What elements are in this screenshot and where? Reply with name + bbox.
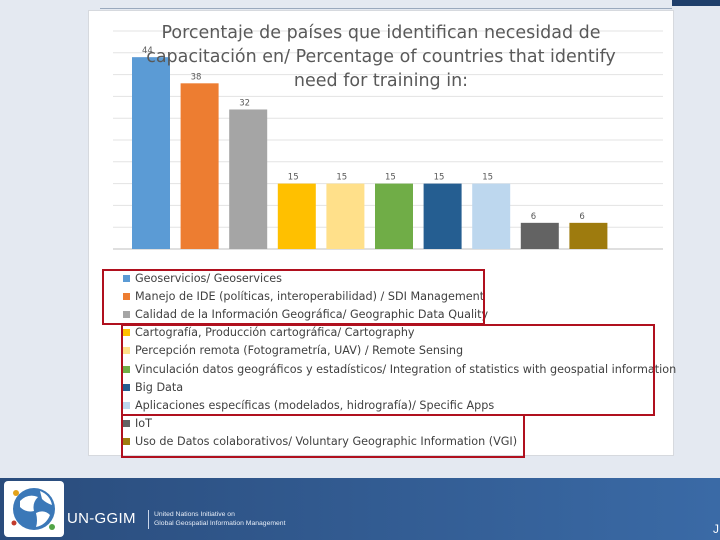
data-label: 38 (191, 72, 202, 82)
bar (326, 183, 365, 249)
data-label: 6 (531, 212, 536, 222)
footer-brand: UN-GGIM (67, 510, 136, 527)
top-right-accent (672, 0, 720, 6)
bar (569, 222, 608, 249)
legend-swatch (123, 329, 130, 337)
legend-label: Manejo de IDE (políticas, interoperabili… (135, 289, 485, 303)
legend-entry: Uso de Datos colaborativos/ Voluntary Ge… (123, 433, 663, 451)
data-label: 15 (482, 173, 493, 183)
footer-separator (148, 510, 149, 529)
top-left-band (0, 0, 88, 8)
legend-swatch (123, 274, 130, 282)
bars (132, 57, 608, 249)
legend-entry: Cartografía, Producción cartográfica/ Ca… (123, 324, 663, 342)
chart-title-line: capacitación en/ Percentage of countries… (146, 47, 616, 67)
legend-label: Aplicaciones específicas (modelados, hid… (135, 398, 495, 412)
data-label: 15 (434, 173, 445, 183)
legend-swatch (123, 292, 130, 300)
highlight-box-middle (121, 324, 655, 416)
bar (375, 183, 413, 249)
legend-entry: Aplicaciones específicas (modelados, hid… (123, 396, 663, 414)
bar-chart: 44 38 32 15 15 15 15 15 6 6 (113, 30, 663, 250)
bar (180, 83, 219, 249)
legend-label: Calidad de la Información Geográfica/ Ge… (135, 307, 489, 321)
un-ggim-globe-logo-icon (11, 488, 55, 530)
data-label: 15 (385, 173, 396, 183)
legend-swatch (123, 383, 130, 391)
data-label: 15 (336, 173, 347, 183)
bar (132, 57, 170, 249)
legend-entry: Big Data (123, 378, 663, 396)
bar (277, 183, 316, 249)
legend-entry: Vinculación datos geográficos y estadíst… (123, 360, 676, 378)
legend-swatch (123, 438, 130, 446)
legend-swatch (123, 401, 130, 409)
bar (229, 109, 268, 249)
bar (472, 183, 511, 249)
footer-subtitle: United Nations Initiative on Global Geos… (154, 510, 285, 528)
legend-label: Geoservicios/ Geoservices (135, 271, 282, 285)
highlight-box-top (102, 269, 485, 325)
data-label: 32 (239, 98, 250, 108)
legend-label: Uso de Datos colaborativos/ Voluntary Ge… (135, 435, 518, 449)
data-label: 15 (288, 173, 299, 183)
footer-bar (0, 478, 720, 540)
legend-entry: Manejo de IDE (políticas, interoperabili… (123, 287, 663, 305)
legend-label: Vinculación datos geográficos y estadíst… (135, 362, 677, 376)
legend-swatch (123, 310, 130, 318)
legend-swatch (123, 365, 130, 373)
data-labels: 44 38 32 15 15 15 15 15 6 6 (142, 46, 585, 222)
data-label: 44 (142, 46, 153, 56)
legend-entry: Geoservicios/ Geoservices (123, 269, 663, 287)
chart-title: Porcentaje de países que identifican nec… (89, 21, 673, 93)
legend-label: IoT (135, 417, 152, 431)
legend-label: Big Data (135, 380, 184, 394)
chart-title-line: need for training in: (293, 71, 469, 91)
top-divider (100, 8, 672, 9)
legend-entry: IoT (123, 415, 663, 433)
legend-entry: Calidad de la Información Geográfica/ Ge… (123, 305, 663, 323)
legend-swatch (123, 347, 130, 355)
bar (423, 183, 462, 249)
footer-subtitle-line: Global Geospatial Information Management (154, 520, 286, 527)
chart-legend: Geoservicios/ Geoservices Manejo de IDE (… (123, 269, 676, 451)
highlight-box-bottom (121, 414, 525, 458)
chart-card: 44 38 32 15 15 15 15 15 6 6 Porcentaje de países … (88, 10, 676, 456)
edge-glyph: J (713, 522, 719, 536)
legend-label: Percepción remota (Fotogrametría, UAV) /… (135, 344, 464, 358)
legend-label: Cartografía, Producción cartográfica/ Ca… (135, 326, 415, 340)
bar (520, 222, 559, 249)
legend-entry: Percepción remota (Fotogrametría, UAV) /… (123, 342, 663, 360)
footer-subtitle-line: United Nations Initiative on (154, 511, 235, 518)
chart-title-line: Porcentaje de países que identifican nec… (161, 23, 601, 43)
legend-swatch (123, 420, 130, 428)
data-label: 6 (579, 212, 584, 222)
